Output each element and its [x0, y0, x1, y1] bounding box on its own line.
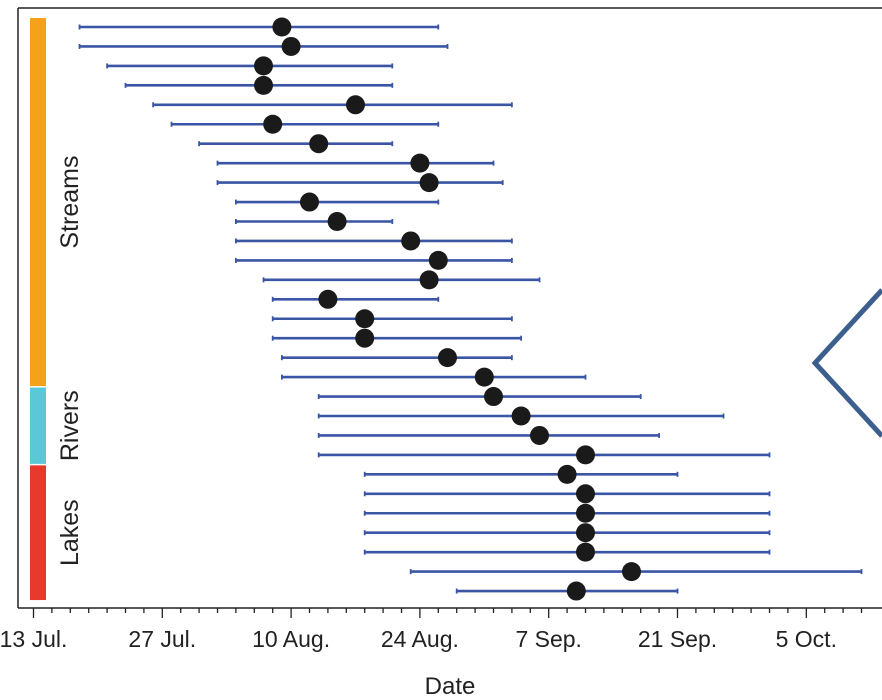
- mean-point: [355, 328, 375, 348]
- x-tick-label: 21 Sep.: [638, 626, 717, 652]
- data-row: [216, 153, 495, 173]
- mean-point: [566, 581, 586, 601]
- mean-point: [438, 348, 457, 368]
- data-row: [234, 212, 394, 231]
- x-tick-label: 5 Oct.: [776, 626, 837, 652]
- data-row: [234, 231, 513, 251]
- mean-point: [263, 114, 283, 134]
- x-axis-title: Date: [425, 673, 476, 700]
- group-bar-lakes: [30, 465, 46, 601]
- axis-ticks: [32, 608, 863, 618]
- data-row: [271, 328, 522, 348]
- plot-frame: [17, 7, 882, 609]
- data-row: [234, 250, 513, 270]
- data-row: [124, 75, 394, 95]
- x-tick-label: 10 Aug.: [252, 626, 330, 652]
- data-row: [262, 270, 541, 290]
- data-row: [317, 425, 660, 445]
- mean-point: [254, 56, 273, 76]
- data-row: [106, 56, 394, 76]
- mean-point: [401, 231, 421, 251]
- group-bars: Streams Rivers Lakes: [30, 18, 84, 601]
- mean-point: [557, 464, 577, 484]
- data-row: [78, 17, 440, 37]
- data-row: [455, 581, 679, 601]
- data-row: [363, 523, 771, 543]
- mean-point: [576, 503, 595, 523]
- mean-point: [254, 75, 273, 95]
- mean-point: [309, 134, 329, 154]
- mean-point: [622, 562, 641, 582]
- mean-point: [272, 17, 292, 37]
- mean-point: [576, 542, 595, 562]
- chevron-left-icon[interactable]: [811, 288, 882, 438]
- x-tick-label: 7 Sep.: [515, 626, 582, 652]
- group-bar-rivers: [30, 387, 46, 464]
- data-row: [317, 387, 642, 407]
- data-row: [216, 173, 504, 193]
- mean-point: [530, 425, 549, 445]
- data-row: [152, 95, 513, 115]
- mean-point: [474, 367, 494, 387]
- data-row: [280, 367, 587, 387]
- group-label-rivers: Rivers: [56, 390, 84, 461]
- mean-point: [419, 173, 439, 193]
- group-label-streams: Streams: [56, 156, 84, 249]
- data-row: [317, 445, 771, 465]
- data-row: [363, 542, 771, 562]
- data-row: [271, 309, 513, 329]
- mean-point: [484, 387, 503, 407]
- mean-point: [576, 445, 595, 465]
- axis-labels: 13 Jul. 27 Jul. 10 Aug. 24 Aug. 7 Sep. 21 Sep…: [0, 626, 837, 652]
- data-row: [280, 348, 513, 368]
- data-row: [317, 406, 725, 426]
- data-row: [363, 503, 771, 523]
- data-series: [78, 17, 863, 601]
- mean-point: [428, 250, 448, 270]
- mean-point: [419, 270, 439, 290]
- data-row: [198, 134, 394, 154]
- x-tick-label: 13 Jul.: [0, 626, 67, 652]
- mean-point: [346, 95, 365, 115]
- mean-point: [327, 212, 347, 231]
- data-row: [234, 192, 440, 212]
- data-row: [170, 114, 440, 134]
- mean-point: [410, 153, 430, 173]
- data-row: [363, 464, 679, 484]
- mean-point: [576, 484, 595, 504]
- x-tick-label: 27 Jul.: [128, 626, 196, 652]
- mean-point: [281, 36, 301, 56]
- x-tick-label: 24 Aug.: [381, 626, 459, 652]
- data-row: [409, 562, 863, 582]
- mean-point: [576, 523, 595, 543]
- mean-point: [511, 406, 531, 426]
- group-bar-streams: [30, 18, 46, 387]
- mean-point: [300, 192, 319, 212]
- data-row: [271, 289, 440, 309]
- group-label-lakes: Lakes: [56, 499, 84, 566]
- mean-point: [318, 289, 338, 309]
- data-row: [363, 484, 771, 504]
- mean-point: [355, 309, 375, 329]
- data-row: [78, 36, 449, 56]
